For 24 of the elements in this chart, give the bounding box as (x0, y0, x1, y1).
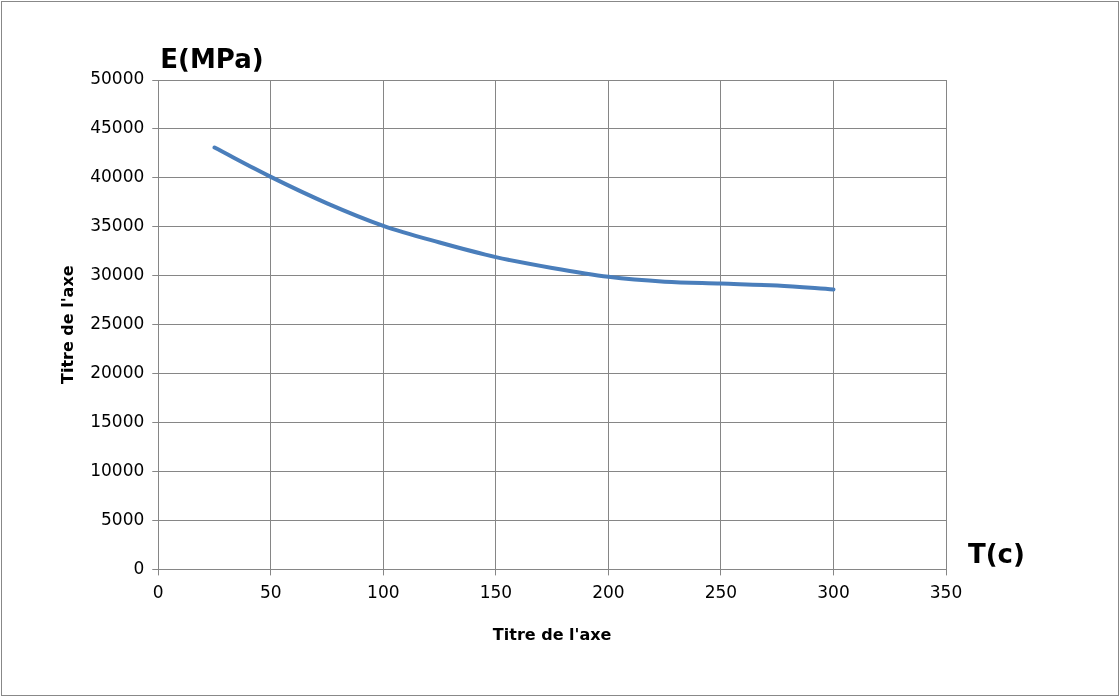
x-axis-title: Titre de l'axe (492, 624, 612, 644)
y-tick-label: 50000 (90, 68, 145, 89)
y-tick-label: 5000 (101, 508, 145, 529)
y-tick-label: 40000 (90, 166, 145, 187)
x-tick-label: 0 (152, 582, 164, 603)
text: E(MPa) (160, 44, 264, 74)
y-tick-label: 0 (133, 557, 145, 578)
x-tick-label: 250 (704, 582, 738, 603)
y-tick-label: 30000 (90, 264, 145, 285)
text: T(c) (968, 539, 1025, 570)
x-tick-label: 200 (592, 582, 625, 603)
x-tick-label: 100 (367, 582, 400, 603)
x-tick-label: 150 (479, 582, 513, 603)
x-tick-label: 350 (929, 582, 963, 603)
line-series (212, 145, 836, 292)
y-tick-label: 15000 (90, 411, 145, 431)
x-tick-label: 50 (259, 582, 282, 603)
x-tick-label: 300 (817, 582, 850, 603)
y-tick-label: 35000 (90, 215, 145, 236)
y-tick-label: 10000 (90, 459, 145, 480)
y-tick-label: 45000 (90, 117, 145, 138)
y-axis-title: Titre de l'axe (57, 265, 77, 384)
y-tick-label: 25000 (90, 313, 145, 334)
y-tick-label: 20000 (90, 362, 145, 383)
